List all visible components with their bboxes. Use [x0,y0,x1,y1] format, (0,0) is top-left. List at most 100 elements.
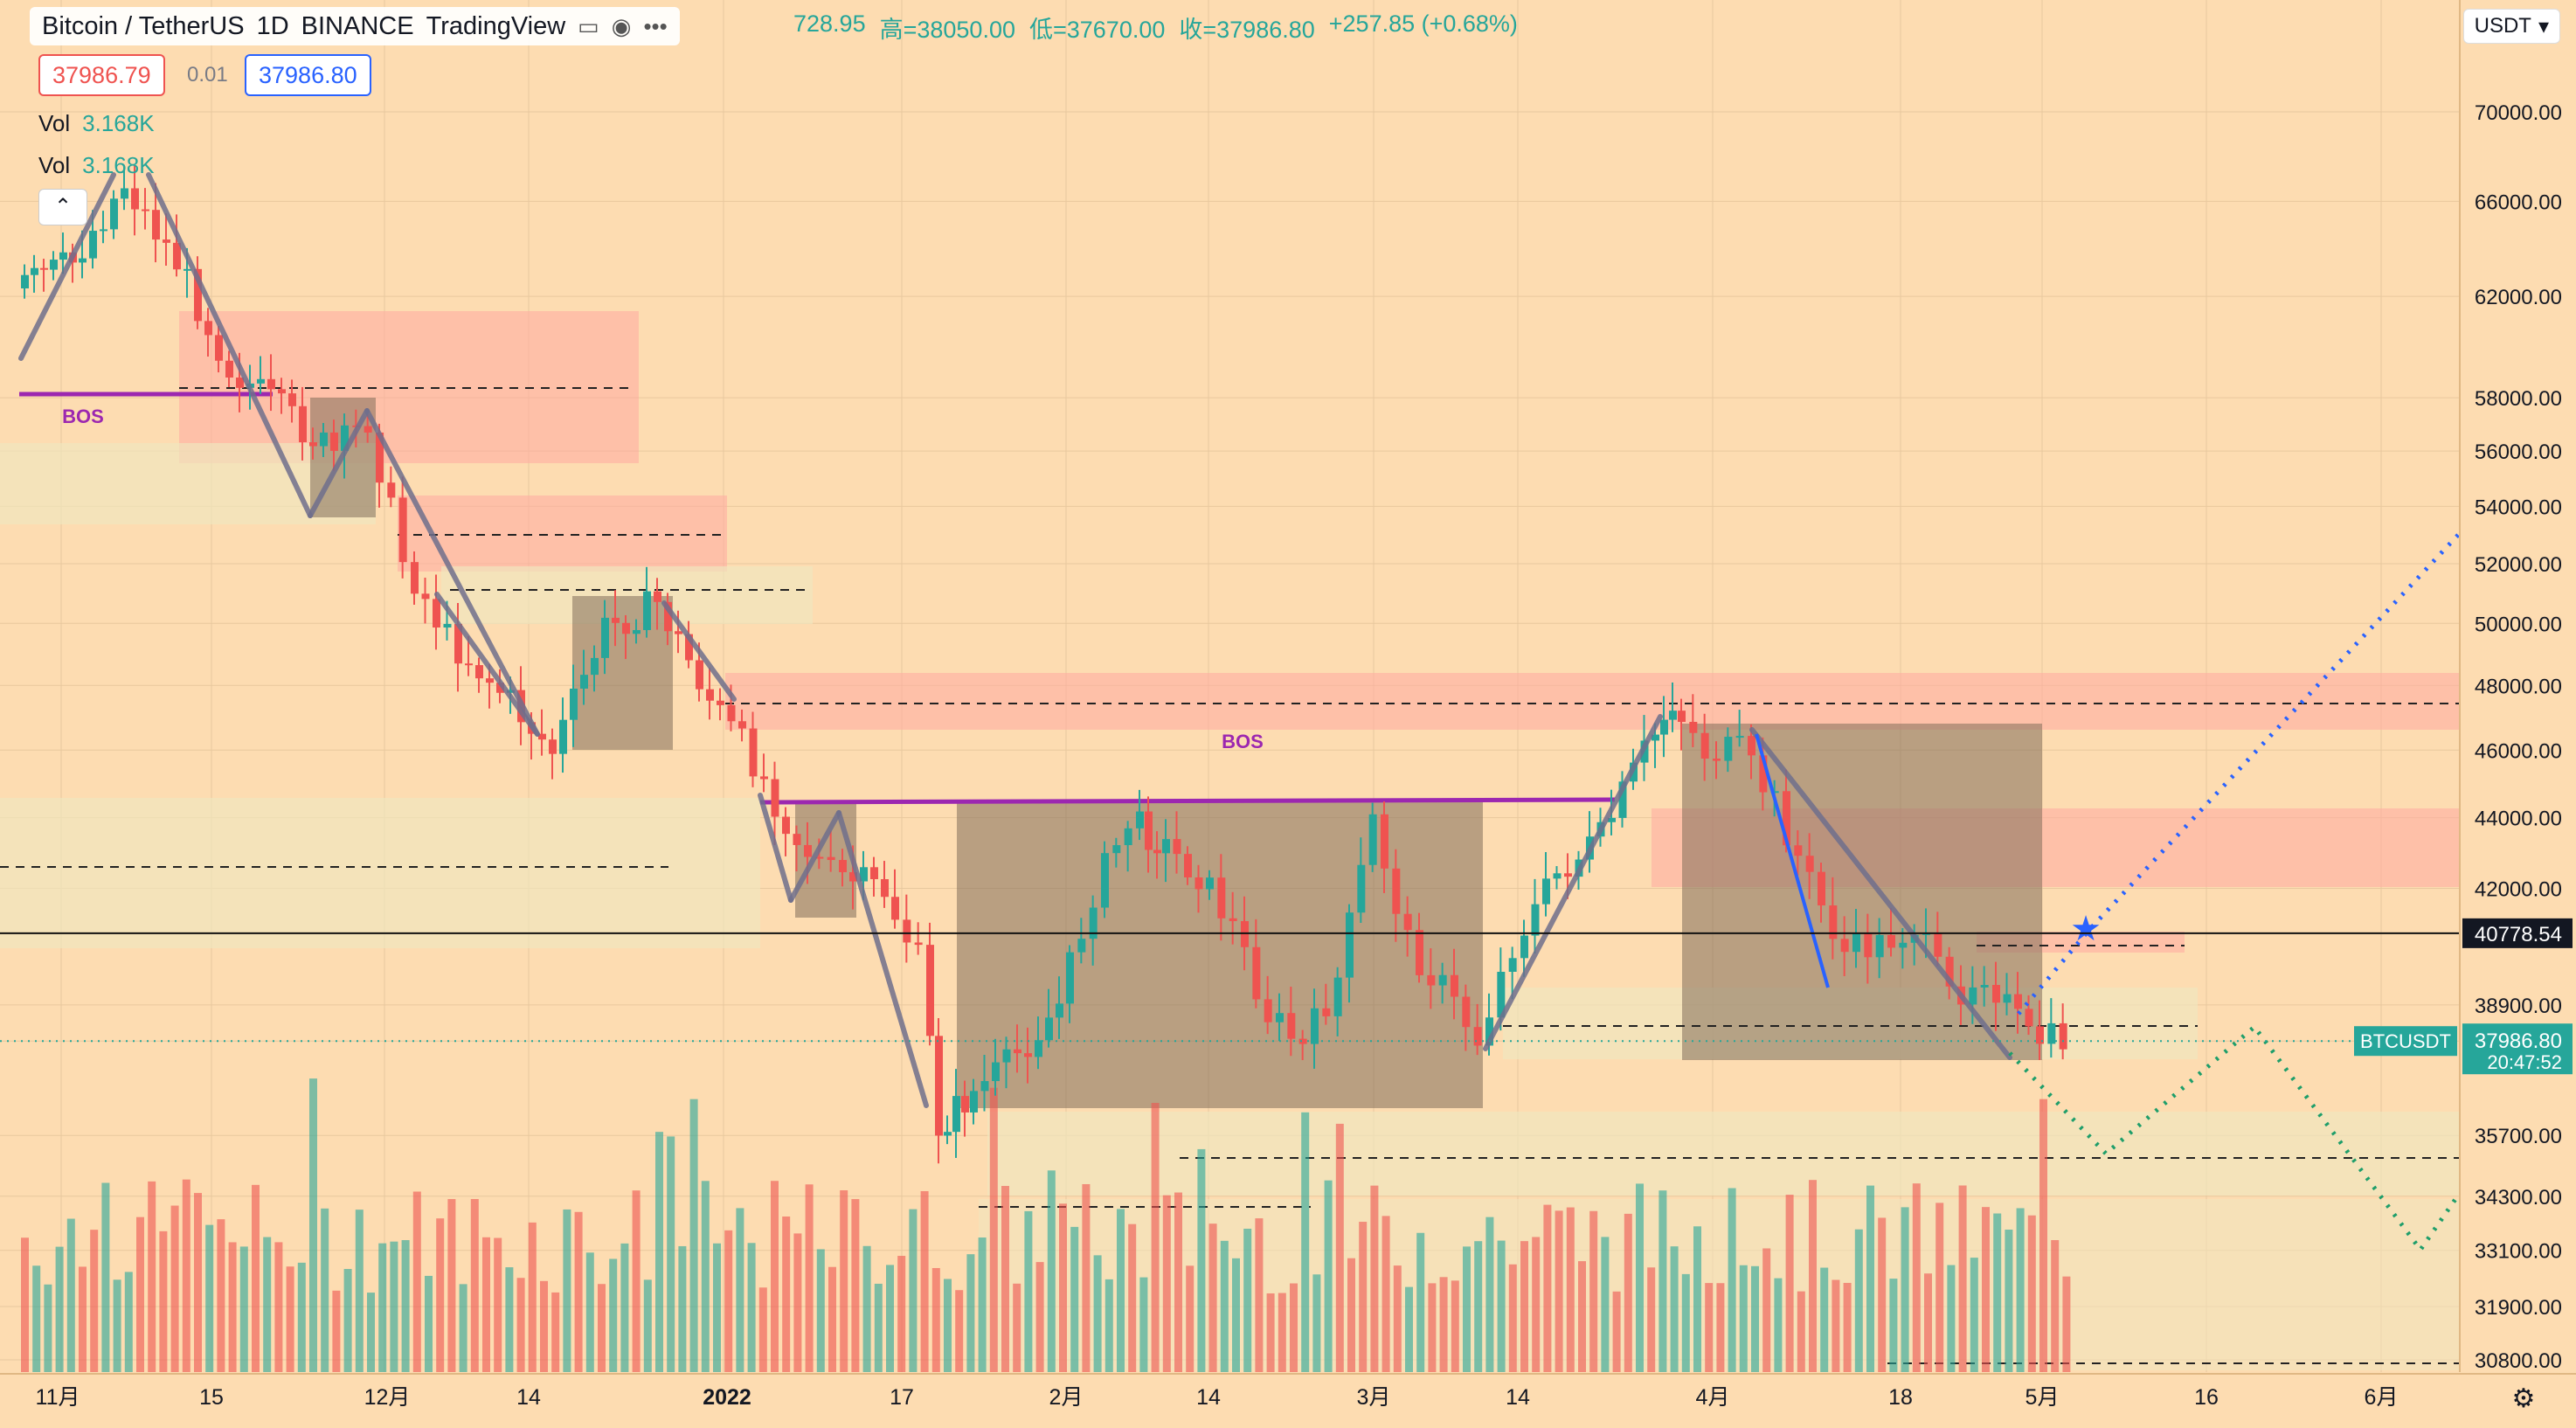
projection-line-up [2017,531,2462,1016]
volume-bar [1889,1279,1898,1372]
bos-label: BOS [62,406,104,427]
volume-bar [217,1219,225,1372]
y-tick-label: 66000.00 [2475,191,2562,214]
y-tick-label: 48000.00 [2475,675,2562,698]
ask-button[interactable]: 37986.80 [245,54,371,96]
candle-body [1002,1049,1011,1063]
y-tick-label: 42000.00 [2475,878,2562,902]
zone-box [572,596,673,750]
candle-body [257,378,265,384]
candle-body [443,623,452,628]
line-price-tag [2462,918,2573,948]
candle-body [1392,868,1401,914]
candle-body [421,593,430,600]
volume-bar [678,1245,687,1372]
volume-bar [1520,1241,1528,1372]
volume-bar [274,1242,283,1372]
volume-bar [920,1190,929,1372]
eye-icon[interactable]: ◉ [611,12,632,39]
candle-body [1451,974,1458,997]
volume-bar [2016,1208,2025,1372]
volume-bar [655,1132,663,1372]
candle-body [1124,828,1132,846]
volume-bar [1186,1265,1195,1372]
currency-select[interactable]: USDT ▾ [2462,9,2560,44]
symbol-header[interactable]: Bitcoin / TetherUS 1D BINANCE TradingVie… [30,7,680,45]
volume-bar [771,1181,779,1372]
x-tick-label: 12月 [364,1385,411,1410]
swing-line [661,600,737,702]
flag-icon[interactable]: ▭ [578,12,599,39]
candle-body [1089,907,1098,939]
candle-body [1077,939,1086,953]
volume-bar [447,1199,456,1372]
candle-body [225,360,233,378]
candle-body [1162,839,1170,854]
volume-bar [113,1279,121,1372]
volume-bar [1301,1112,1310,1372]
volume-bar [1601,1237,1610,1372]
symbol-name[interactable]: Bitcoin / TetherUS [42,11,245,40]
candle-body [654,591,661,602]
settings-icon[interactable]: ⚙ [2512,1384,2536,1413]
candle-body [970,1091,978,1113]
volume-bar [1797,1291,1805,1372]
candle-body [870,867,878,879]
candle-body [1276,1013,1284,1022]
candle-body [1748,736,1755,756]
candle-body [1438,974,1447,986]
interval-label[interactable]: 1D [256,11,289,40]
volume-bar [297,1262,306,1372]
y-tick-label: 33100.00 [2475,1240,2562,1264]
volume-bar [747,1243,756,1372]
volume-bar [1947,1265,1956,1372]
candle-body [815,856,824,859]
chevron-down-icon: ▾ [2538,14,2549,38]
volume-value: 3.168K [82,152,155,178]
volume-bar [1681,1273,1690,1372]
volume-bar [355,1210,364,1372]
volume-bar [1532,1237,1541,1372]
candle-body [1689,721,1698,733]
candle-body [1542,878,1550,905]
collapse-legend-button[interactable]: ⌃ [38,189,87,225]
volume-bar [1324,1180,1333,1372]
more-icon[interactable]: ••• [643,12,668,39]
volume-bar [713,1243,721,1372]
swing-line [758,793,793,903]
y-tick-label: 54000.00 [2475,496,2562,519]
volume-bar [2027,1215,2036,1372]
volume-bar [1117,1209,1125,1372]
volume-bar [136,1217,144,1372]
volume-bar [620,1243,629,1372]
candle-body [1840,939,1849,953]
candle-body [1136,811,1144,828]
high-value: 高=38050.00 [879,17,1015,43]
volume-bar [1474,1241,1483,1372]
candle-body [1735,736,1744,738]
volume-bar [1705,1283,1714,1372]
volume-bar [1751,1265,1759,1372]
volume-bar [1151,1102,1160,1372]
projection-line-down [2008,1023,2462,1254]
volume-bar [1024,1210,1033,1372]
candle-body [1311,1008,1319,1044]
candle-body [1520,935,1528,959]
candle-body [1024,1053,1032,1057]
ohlc-readout: 728.95 高=38050.00 低=37670.00 收=37986.80 … [793,10,1518,45]
candle-body [961,1096,969,1113]
volume-bar [1093,1255,1102,1372]
candle-body [903,919,911,943]
bid-button[interactable]: 37986.79 [38,54,165,96]
candle-body [612,617,620,623]
volume-bar [862,1245,871,1372]
volume-bar [828,1266,836,1372]
volume-bar [148,1181,156,1372]
volume-bar [1439,1277,1448,1372]
time-axis-panel [0,1372,2576,1428]
candle-body [1875,934,1884,958]
volume-bar [667,1136,675,1372]
candle-body [1298,1038,1307,1044]
